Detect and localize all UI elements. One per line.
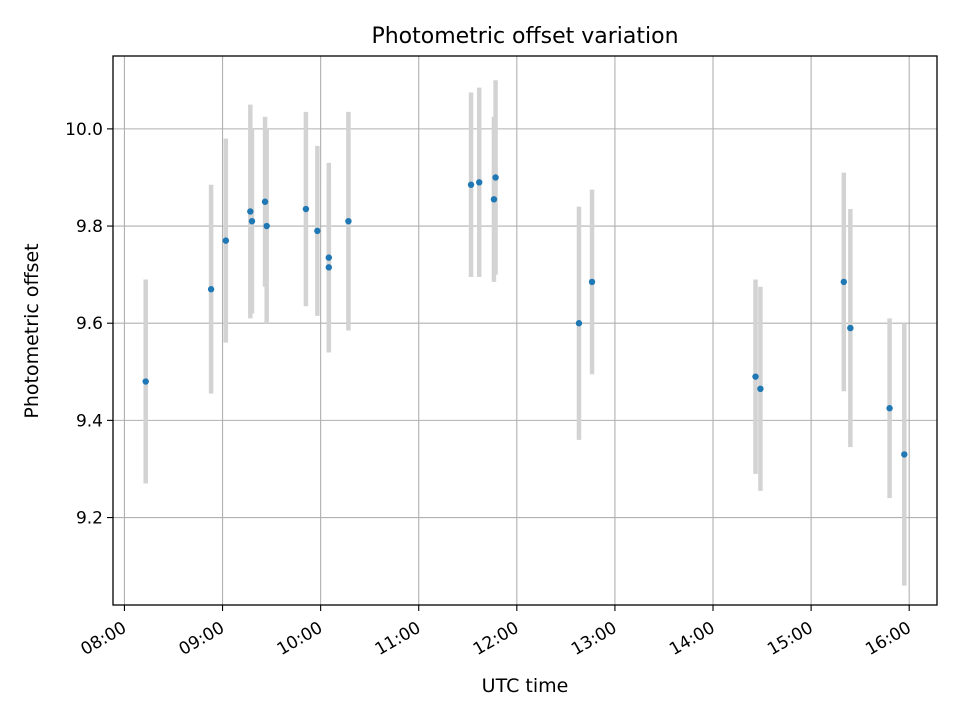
data-point <box>752 373 759 380</box>
data-point <box>467 181 475 188</box>
y-tick-label: 9.8 <box>76 217 103 237</box>
data-point <box>261 198 269 205</box>
data-points <box>142 174 908 458</box>
x-axis-label: UTC time <box>482 675 569 697</box>
data-point <box>222 237 230 244</box>
grid <box>113 56 937 605</box>
data-point <box>886 405 893 412</box>
data-point <box>492 174 499 181</box>
data-point <box>847 324 854 332</box>
data-point <box>901 451 908 458</box>
data-point <box>588 278 596 286</box>
data-point <box>142 378 149 385</box>
data-point <box>247 208 254 215</box>
data-point <box>490 196 498 203</box>
data-point <box>840 278 848 286</box>
data-point <box>207 286 215 293</box>
data-point <box>476 179 483 186</box>
y-axis: 9.2 9.4 9.6 9.8 10.0 <box>65 120 113 529</box>
data-point <box>345 217 352 225</box>
y-tick-label: 10.0 <box>65 120 103 140</box>
data-point <box>757 385 764 393</box>
chart-title: Photometric offset variation <box>371 24 678 49</box>
y-tick-label: 9.2 <box>76 509 103 529</box>
y-tick-label: 9.6 <box>76 314 103 334</box>
data-point <box>263 222 270 230</box>
plot-frame <box>112 55 938 606</box>
y-tick-label: 9.4 <box>76 411 103 431</box>
data-point <box>325 254 333 261</box>
data-point <box>575 320 583 327</box>
data-point <box>248 217 256 225</box>
data-point <box>314 227 321 235</box>
y-axis-label: Photometric offset <box>21 243 43 418</box>
data-point <box>325 264 333 271</box>
data-point <box>302 205 310 213</box>
